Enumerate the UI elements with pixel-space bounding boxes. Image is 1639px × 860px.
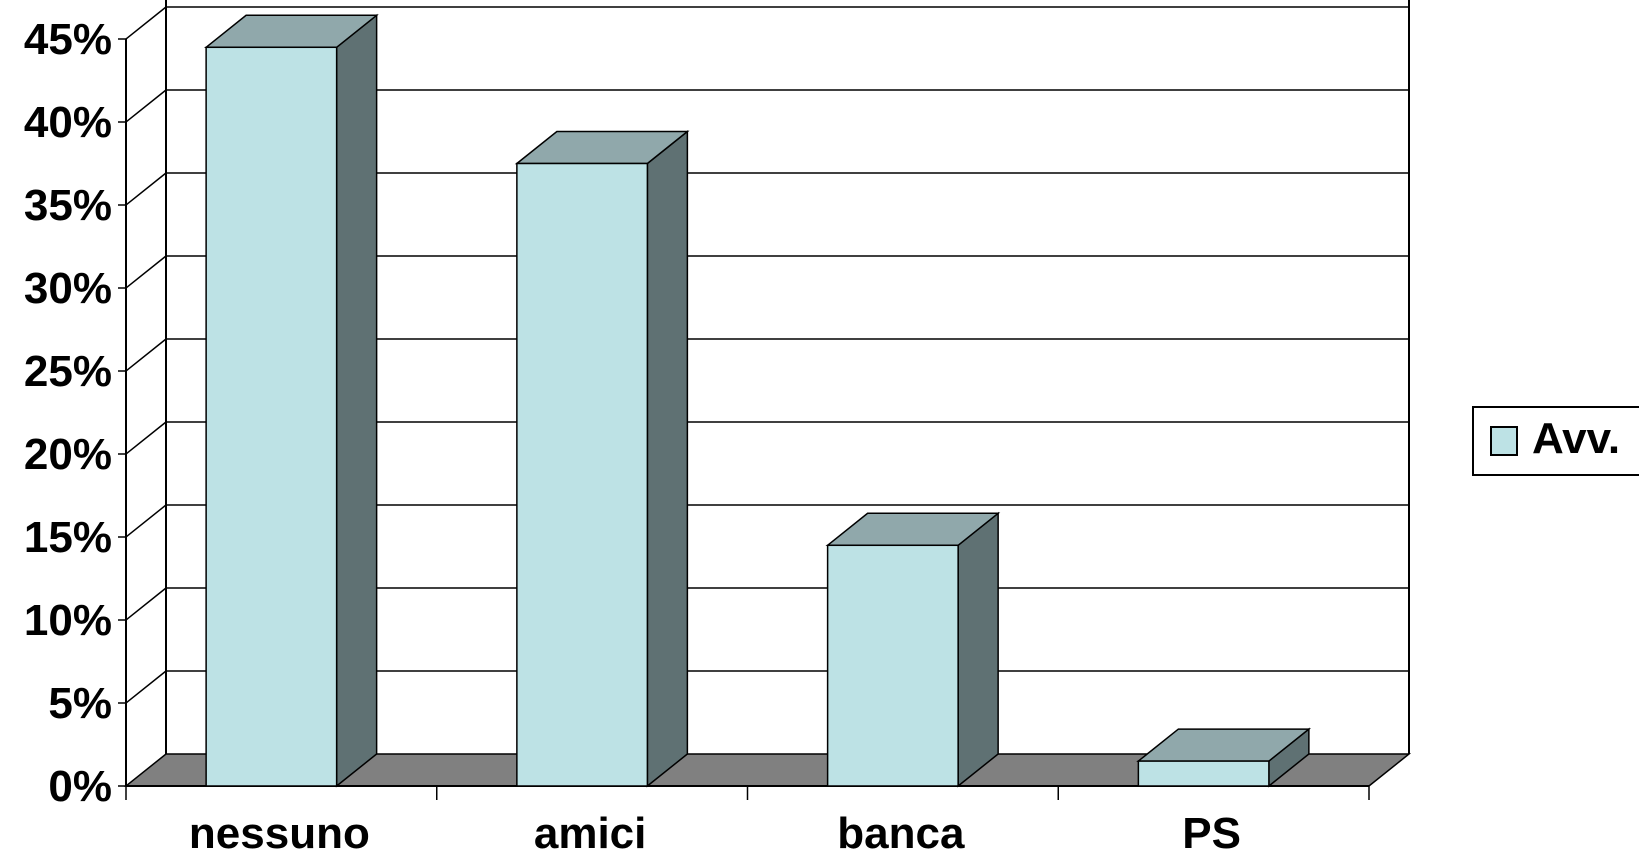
gridline-diagonal — [125, 172, 167, 206]
bar-amici — [514, 129, 690, 788]
x-tick-label: banca — [837, 809, 965, 858]
x-tick-label: nessuno — [189, 809, 370, 858]
y-tick-label: 15% — [24, 513, 112, 562]
y-tick-label: 25% — [24, 347, 112, 396]
y-tick-label: 45% — [24, 15, 112, 64]
y-tick-label: 35% — [24, 181, 112, 230]
gridline-diagonal — [125, 6, 167, 40]
legend: Avv. — [1472, 406, 1639, 476]
gridline-diagonal — [125, 670, 167, 704]
gridline-diagonal — [125, 89, 167, 123]
bar-nessuno — [203, 13, 379, 788]
y-tick-labels: 0% 5% 10% 15% 20% 25% 30% 35% 40% 45% — [24, 15, 112, 811]
bar-front-face — [826, 544, 959, 787]
y-tick-label: 10% — [24, 596, 112, 645]
bar-front-face — [205, 46, 338, 787]
y-tick-label: 5% — [48, 679, 112, 728]
gridline-diagonal — [125, 587, 167, 621]
legend-swatch-avv — [1490, 426, 1518, 456]
bar-side-face — [957, 511, 999, 788]
y-tick-label: 40% — [24, 98, 112, 147]
bar-front-face — [516, 162, 649, 787]
gridline-diagonal — [125, 504, 167, 538]
bars-layer — [203, 13, 1312, 788]
legend-label-avv: Avv. — [1532, 414, 1621, 463]
y-tick-label: 20% — [24, 430, 112, 479]
x-tick-label: PS — [1182, 809, 1241, 858]
bar-front-face — [1137, 760, 1270, 787]
gridline-diagonal — [125, 338, 167, 372]
y-tick-label: 0% — [48, 762, 112, 811]
gridline-diagonal — [125, 421, 167, 455]
y-tick-label: 30% — [24, 264, 112, 313]
bar-banca — [825, 511, 1001, 788]
x-tick-labels: nessuno amici banca PS — [189, 809, 1241, 858]
gridline-diagonal — [125, 255, 167, 289]
bar-ps — [1136, 727, 1312, 788]
bar-side-face — [646, 129, 689, 788]
x-tick-label: amici — [534, 809, 647, 858]
bar-side-face — [335, 13, 378, 788]
